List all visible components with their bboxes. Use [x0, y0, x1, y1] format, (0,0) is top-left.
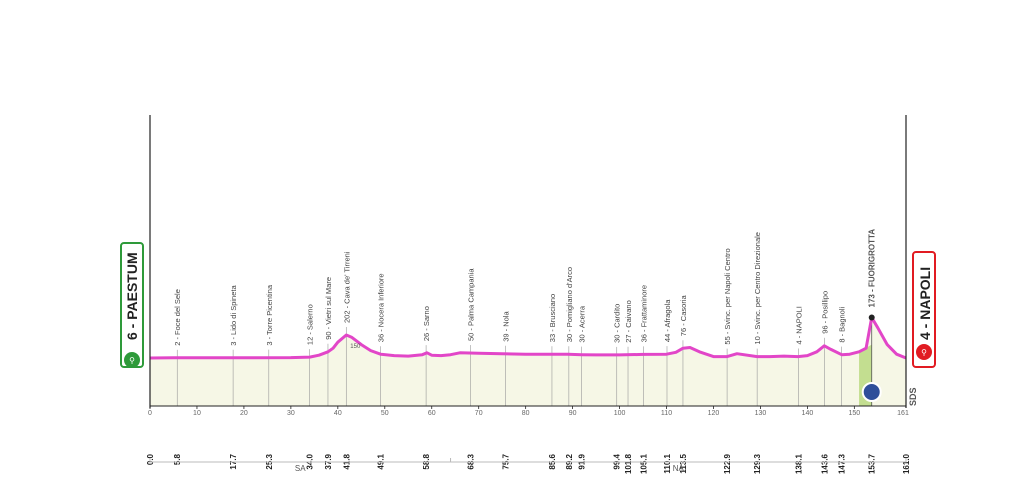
sprint-badge-icon	[861, 382, 882, 402]
tick-label: 90	[569, 410, 577, 417]
waypoint-label: 202 - Cava de' Tirreni	[342, 251, 351, 323]
waypoint-label: 44 - Afragola	[663, 299, 672, 342]
sprint-marker: 173 - FUORIGROTTA	[861, 229, 882, 402]
tick-label: 40	[334, 410, 342, 417]
province-brackets: SA NA	[149, 458, 907, 473]
tick-label: 130	[755, 410, 767, 417]
waypoint-label: 27 - Caivano	[624, 300, 633, 343]
tick-label: 110	[661, 410, 672, 417]
province-label: NA	[673, 464, 685, 473]
svg-text:⚲: ⚲	[921, 348, 927, 357]
waypoint-label: 30 - Pomigliano d'Arco	[565, 267, 574, 342]
tick-label: 150	[849, 410, 861, 417]
province-label: SA	[295, 464, 306, 473]
km-mark: 122.9	[723, 453, 732, 474]
waypoint-label: 30 - Cardito	[613, 304, 622, 343]
km-mark: 113.5	[679, 453, 688, 473]
waypoint-label: 4 - NAPOLI	[794, 306, 803, 344]
waypoint-label: 50 - Palma Campania	[467, 268, 476, 341]
province-bracket	[450, 458, 907, 463]
km-mark: 147.3	[838, 453, 847, 474]
km-mark: 105.1	[640, 453, 649, 474]
x-ticks: 0 10 20 30 40 50 60 70 80 90 100 110 120 130 140 150 161	[148, 406, 909, 417]
km-mark: 161.0	[902, 453, 911, 474]
waypoint-label: 76 - Casoria	[679, 295, 688, 337]
km-mark: 138.1	[794, 453, 803, 474]
profile-area	[150, 317, 906, 406]
waypoint-label: 90 - Vietri sul Mare	[324, 277, 333, 340]
waypoint-label: 96 - Posillipo	[820, 291, 829, 334]
tick-label: 0	[148, 410, 152, 417]
waypoint-label: 10 - Svinc. per Centro Direzionale	[753, 232, 762, 345]
tick-label: 10	[193, 410, 201, 417]
waypoint-label: 30 - Acerra	[578, 305, 587, 343]
tick-label: 50	[381, 410, 389, 417]
sds-logo: SDS	[908, 387, 918, 406]
inner-annotation: 150	[350, 344, 361, 350]
province-bracket	[149, 458, 452, 463]
tick-label: 140	[802, 410, 814, 417]
axes	[149, 115, 907, 408]
km-mark: 110.1	[663, 453, 672, 473]
waypoint-label: 36 - Nocera Inferiore	[377, 273, 386, 342]
waypoint-label: 3 - Lido di Spineta	[229, 285, 238, 346]
start-bike-icon	[124, 352, 140, 368]
waypoint-label: 39 - Nola	[501, 311, 510, 342]
tick-label: 20	[240, 410, 248, 417]
waypoint-labels: 2 - Foce del Sele 3 - Lido di Spineta 3 - …	[173, 232, 846, 346]
waypoint-label: 26 - Sarno	[422, 306, 431, 341]
waypoint-label: 12 - Salerno	[306, 304, 315, 345]
km-mark: 129.3	[753, 453, 762, 474]
waypoint-label: 8 - Bagnoli	[838, 306, 847, 342]
km-mark: 153.7	[868, 453, 877, 474]
tick-label: 80	[522, 410, 530, 417]
svg-text:⚲: ⚲	[129, 356, 135, 365]
tick-label: 120	[708, 410, 720, 417]
waypoint-label: 2 - Foce del Sele	[173, 289, 182, 346]
waypoint-label: 33 - Brusciano	[548, 294, 557, 342]
finish-banner: 4 - NAPOLI ⚲	[912, 251, 936, 368]
km-mark: 143.6	[820, 453, 829, 474]
km-mark: 5.8	[173, 453, 182, 465]
sprint-label: 173 - FUORIGROTTA	[868, 229, 877, 308]
start-banner: 6 - PAESTUM ⚲	[120, 242, 144, 368]
finish-label: 4 - NAPOLI	[917, 267, 933, 340]
tick-label: 30	[287, 410, 295, 417]
start-label: 6 - PAESTUM	[124, 252, 140, 340]
waypoint-label: 55 - Svinc. per Napoli Centro	[723, 248, 732, 344]
sprint-dot	[868, 314, 875, 321]
waypoint-label: 36 - Frattaminore	[640, 285, 649, 343]
km-marks: 0.0 5.8 17.7 25.3 34.0 37.9 41.8 49.1 58.8 68.3 75…	[146, 453, 911, 474]
waypoint-label: 3 - Torre Picentina	[265, 284, 274, 346]
tick-label: 100	[614, 410, 626, 417]
profile-line	[149, 316, 907, 360]
finish-bike-icon	[916, 344, 932, 360]
tick-label: 60	[428, 410, 436, 417]
tick-label: 70	[475, 410, 483, 417]
km-mark: 101.8	[624, 453, 633, 474]
tick-label-end: 161	[897, 410, 909, 417]
